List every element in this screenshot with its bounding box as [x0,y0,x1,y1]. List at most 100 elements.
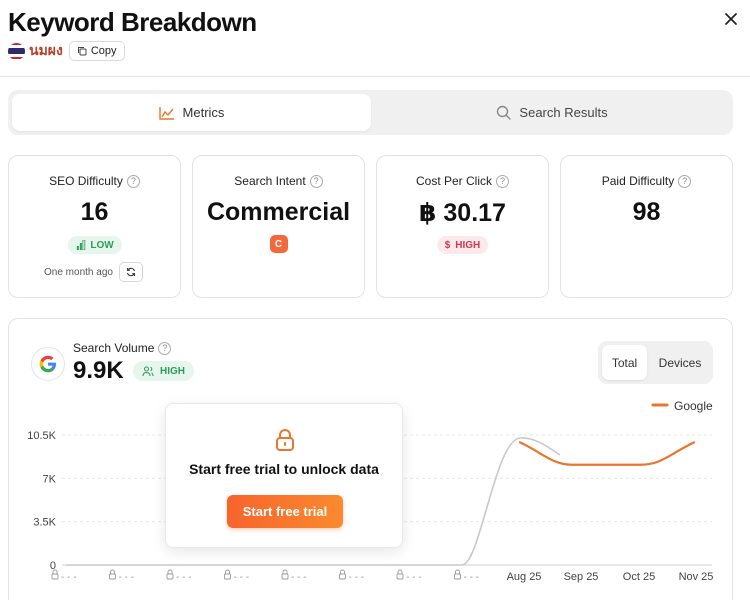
x-tick-locked: - - - [109,569,135,583]
x-tick-label: Oct 25 [623,571,655,583]
lock-icon-body [224,573,231,580]
lock-icon-body [454,573,461,580]
bar-chart-icon [76,240,85,250]
paid-difficulty-label: Paid Difficulty [601,174,675,188]
tab-search-results-label: Search Results [519,105,608,120]
refresh-button[interactable] [118,262,143,282]
paid-difficulty-card: Paid Difficulty ? 98 [560,155,733,298]
cost-per-click-card: Cost Per Click ? ฿ 30.17 $ HIGH [376,155,549,298]
users-icon [142,366,154,376]
view-toggle: Total Devices [598,341,713,384]
y-tick-label: 7K [43,473,57,485]
seo-difficulty-card: SEO Difficulty ? 16 LOW One month ago [8,155,181,298]
search-intent-card: Search Intent ? Commercial C [192,155,365,298]
tab-metrics[interactable]: Metrics [12,94,371,131]
thailand-flag-icon [8,42,25,60]
search-intent-label: Search Intent [234,174,306,188]
x-tick-label: - - - [234,572,250,583]
x-tick-label: - - - [119,572,135,583]
x-tick-label: - - - [406,572,422,583]
dollar-icon: $ [444,239,451,251]
x-tick-locked: - - - [454,569,480,583]
search-volume-badge-label: HIGH [160,365,185,377]
x-tick-label: Aug 25 [507,571,542,583]
x-tick-label: - - - [176,572,192,583]
seo-difficulty-badge: LOW [67,236,122,254]
lock-icon-body [166,573,174,580]
search-volume-value: 9.9K [73,357,124,384]
paid-difficulty-value: 98 [632,198,661,226]
x-tick-label: - - - [464,572,480,583]
lock-icon [52,569,58,574]
x-tick-label: - - - [349,572,365,583]
lock-icon-body [396,573,404,580]
help-icon[interactable]: ? [309,174,323,188]
y-tick-label: 10.5K [27,430,56,442]
x-tick-locked: - - - [281,569,307,583]
x-tick-label: - - - [291,572,307,583]
google-series-line [518,441,696,466]
x-tick-locked: - - - [51,569,77,583]
cpc-label: Cost Per Click [415,174,492,188]
refresh-icon [126,267,135,277]
chart-icon [158,106,174,120]
lock-icon-body [281,573,289,580]
lock-icon [110,569,115,574]
unlock-message: Start free trial to unlock data [189,461,379,477]
lock-icon [455,569,460,574]
search-intent-label-row: Search Intent ? [193,174,364,188]
locked-trend-line [66,437,561,566]
toggle-devices[interactable]: Devices [658,355,702,370]
help-icon[interactable]: ? [496,174,509,188]
keyword-text: นมผง [29,42,63,58]
google-icon [31,347,65,381]
close-icon[interactable] [724,12,738,26]
help-icon[interactable]: ? [678,174,692,188]
lock-icon [340,569,345,574]
y-tick-label: 3.5K [33,517,56,529]
copy-label: Copy [90,45,117,57]
search-volume-label-row: Search Volume ? [73,341,172,355]
copy-button[interactable]: Copy [68,41,125,61]
intent-chip: C [269,235,288,253]
toggle-total[interactable]: Total [602,345,647,380]
x-tick-locked: - - - [339,569,365,583]
lock-icon-body [109,573,116,580]
cpc-badge-label: HIGH [455,239,481,251]
seo-difficulty-value: 16 [80,198,109,226]
x-tick-locked: - - - [396,569,422,583]
search-intent-value: Commercial [206,198,351,226]
last-updated-text: One month ago [44,266,113,278]
header: Keyword Breakdown นมผง Copy [0,0,750,77]
x-tick-locked: - - - [166,569,192,583]
lock-icon [225,569,230,574]
help-icon[interactable]: ? [158,341,172,355]
lock-icon [167,569,173,574]
search-volume-label: Search Volume [73,341,155,355]
help-icon[interactable]: ? [126,174,140,188]
x-tick-label: Sep 25 [564,571,599,583]
search-volume-badge: HIGH [133,361,194,381]
page-title: Keyword Breakdown [8,7,257,37]
cpc-badge: $ HIGH [436,236,489,254]
y-tick-label: 0 [50,560,56,572]
lock-icon-body [51,573,59,580]
search-icon [497,105,512,120]
x-tick-label: Nov 25 [679,571,714,583]
lock-icon [276,429,294,451]
unlock-panel: Start free trial to unlock data Start fr… [165,403,403,548]
seo-difficulty-label-row: SEO Difficulty ? [9,174,180,188]
seo-difficulty-badge-label: LOW [90,239,114,251]
cpc-value: ฿ 30.17 [419,199,506,227]
seo-difficulty-label: SEO Difficulty [49,174,123,188]
cpc-label-row: Cost Per Click ? [377,174,548,188]
tab-metrics-label: Metrics [182,105,225,120]
tab-search-results[interactable]: Search Results [375,94,729,131]
start-free-trial-button[interactable]: Start free trial [227,495,343,528]
lock-icon [282,569,288,574]
legend-label-google: Google [674,399,713,413]
keyword-row: นมผง Copy [8,40,125,62]
lock-icon [397,569,403,574]
paid-difficulty-label-row: Paid Difficulty ? [561,174,732,188]
copy-icon [77,47,87,56]
